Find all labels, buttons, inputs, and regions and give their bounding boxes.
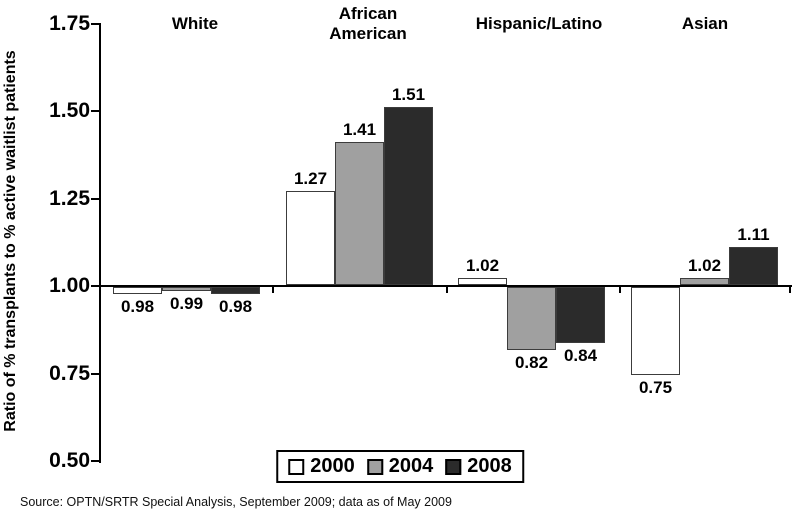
legend-label-2008: 2008 <box>467 455 512 477</box>
bar-2008-hispanic-latino <box>556 287 605 343</box>
legend-label-2000: 2000 <box>310 455 355 477</box>
x-axis-tick <box>789 287 791 293</box>
source-note: Source: OPTN/SRTR Special Analysis, Sept… <box>20 495 452 509</box>
bar-2008-asian <box>729 246 778 285</box>
y-axis-tick <box>91 372 99 375</box>
y-axis-tick-label: 1.25 <box>49 186 90 210</box>
legend-item-2008: 2008 <box>445 455 512 478</box>
bar-2004-african-american <box>335 141 384 285</box>
bar-2004-asian <box>680 278 729 285</box>
category-label-asian: Asian <box>681 13 729 33</box>
y-axis-title: Ratio of % transplants to % active waitl… <box>2 50 19 432</box>
legend-item-2004: 2004 <box>366 455 434 478</box>
legend-label-2004: 2004 <box>388 455 434 477</box>
bar-value-label: 1.27 <box>293 168 328 188</box>
bar-value-label: 1.11 <box>737 224 770 244</box>
y-axis-tick-label: 1.75 <box>49 11 90 35</box>
y-axis-tick-label: 1.00 <box>49 274 90 297</box>
bar-2008-african-american <box>384 106 433 285</box>
bar-2000-white <box>113 287 162 294</box>
y-axis-line <box>99 23 101 463</box>
category-label-hispanic-latino: Hispanic/Latino <box>475 13 603 33</box>
bar-value-label: 0.75 <box>638 377 673 397</box>
y-axis-tick <box>91 22 99 25</box>
y-axis-tick-label: 0.50 <box>49 449 90 472</box>
x-axis-tick <box>619 287 621 293</box>
bar-value-label: 0.99 <box>169 293 204 313</box>
y-axis-tick <box>91 197 99 200</box>
bar-value-label: 0.98 <box>218 297 253 316</box>
bar-2000-hispanic-latino <box>458 278 507 285</box>
legend-swatch-2008 <box>445 458 462 475</box>
bar-value-label: 0.98 <box>120 297 155 316</box>
bar-value-label: 0.84 <box>563 346 598 365</box>
bar-value-label: 1.51 <box>391 84 426 104</box>
y-axis-tick <box>91 460 99 462</box>
bar-value-label: 1.02 <box>465 256 500 275</box>
category-label-white: White <box>171 13 219 33</box>
y-axis-tick <box>91 285 99 287</box>
y-axis-tick <box>91 110 99 112</box>
x-axis-baseline <box>100 285 792 287</box>
x-axis-tick <box>272 287 274 293</box>
legend: 2000 2004 2008 <box>276 450 524 483</box>
y-axis-tick-label: 0.75 <box>49 361 90 385</box>
bar-2004-white <box>162 287 211 291</box>
bar-value-label: 1.41 <box>342 119 377 139</box>
legend-swatch-2000 <box>288 458 305 475</box>
bar-2000-asian <box>631 287 680 375</box>
legend-swatch-2004 <box>366 458 383 475</box>
bar-2000-african-american <box>286 190 335 285</box>
bar-value-label: 0.82 <box>514 353 549 372</box>
bar-2008-white <box>211 287 260 294</box>
bar-2004-hispanic-latino <box>507 287 556 350</box>
bar-value-label: 1.02 <box>687 256 722 275</box>
category-label-african-american: African American <box>329 3 407 43</box>
y-axis-tick-label: 1.50 <box>49 99 90 122</box>
x-axis-tick <box>446 287 448 293</box>
legend-item-2000: 2000 <box>288 455 355 478</box>
